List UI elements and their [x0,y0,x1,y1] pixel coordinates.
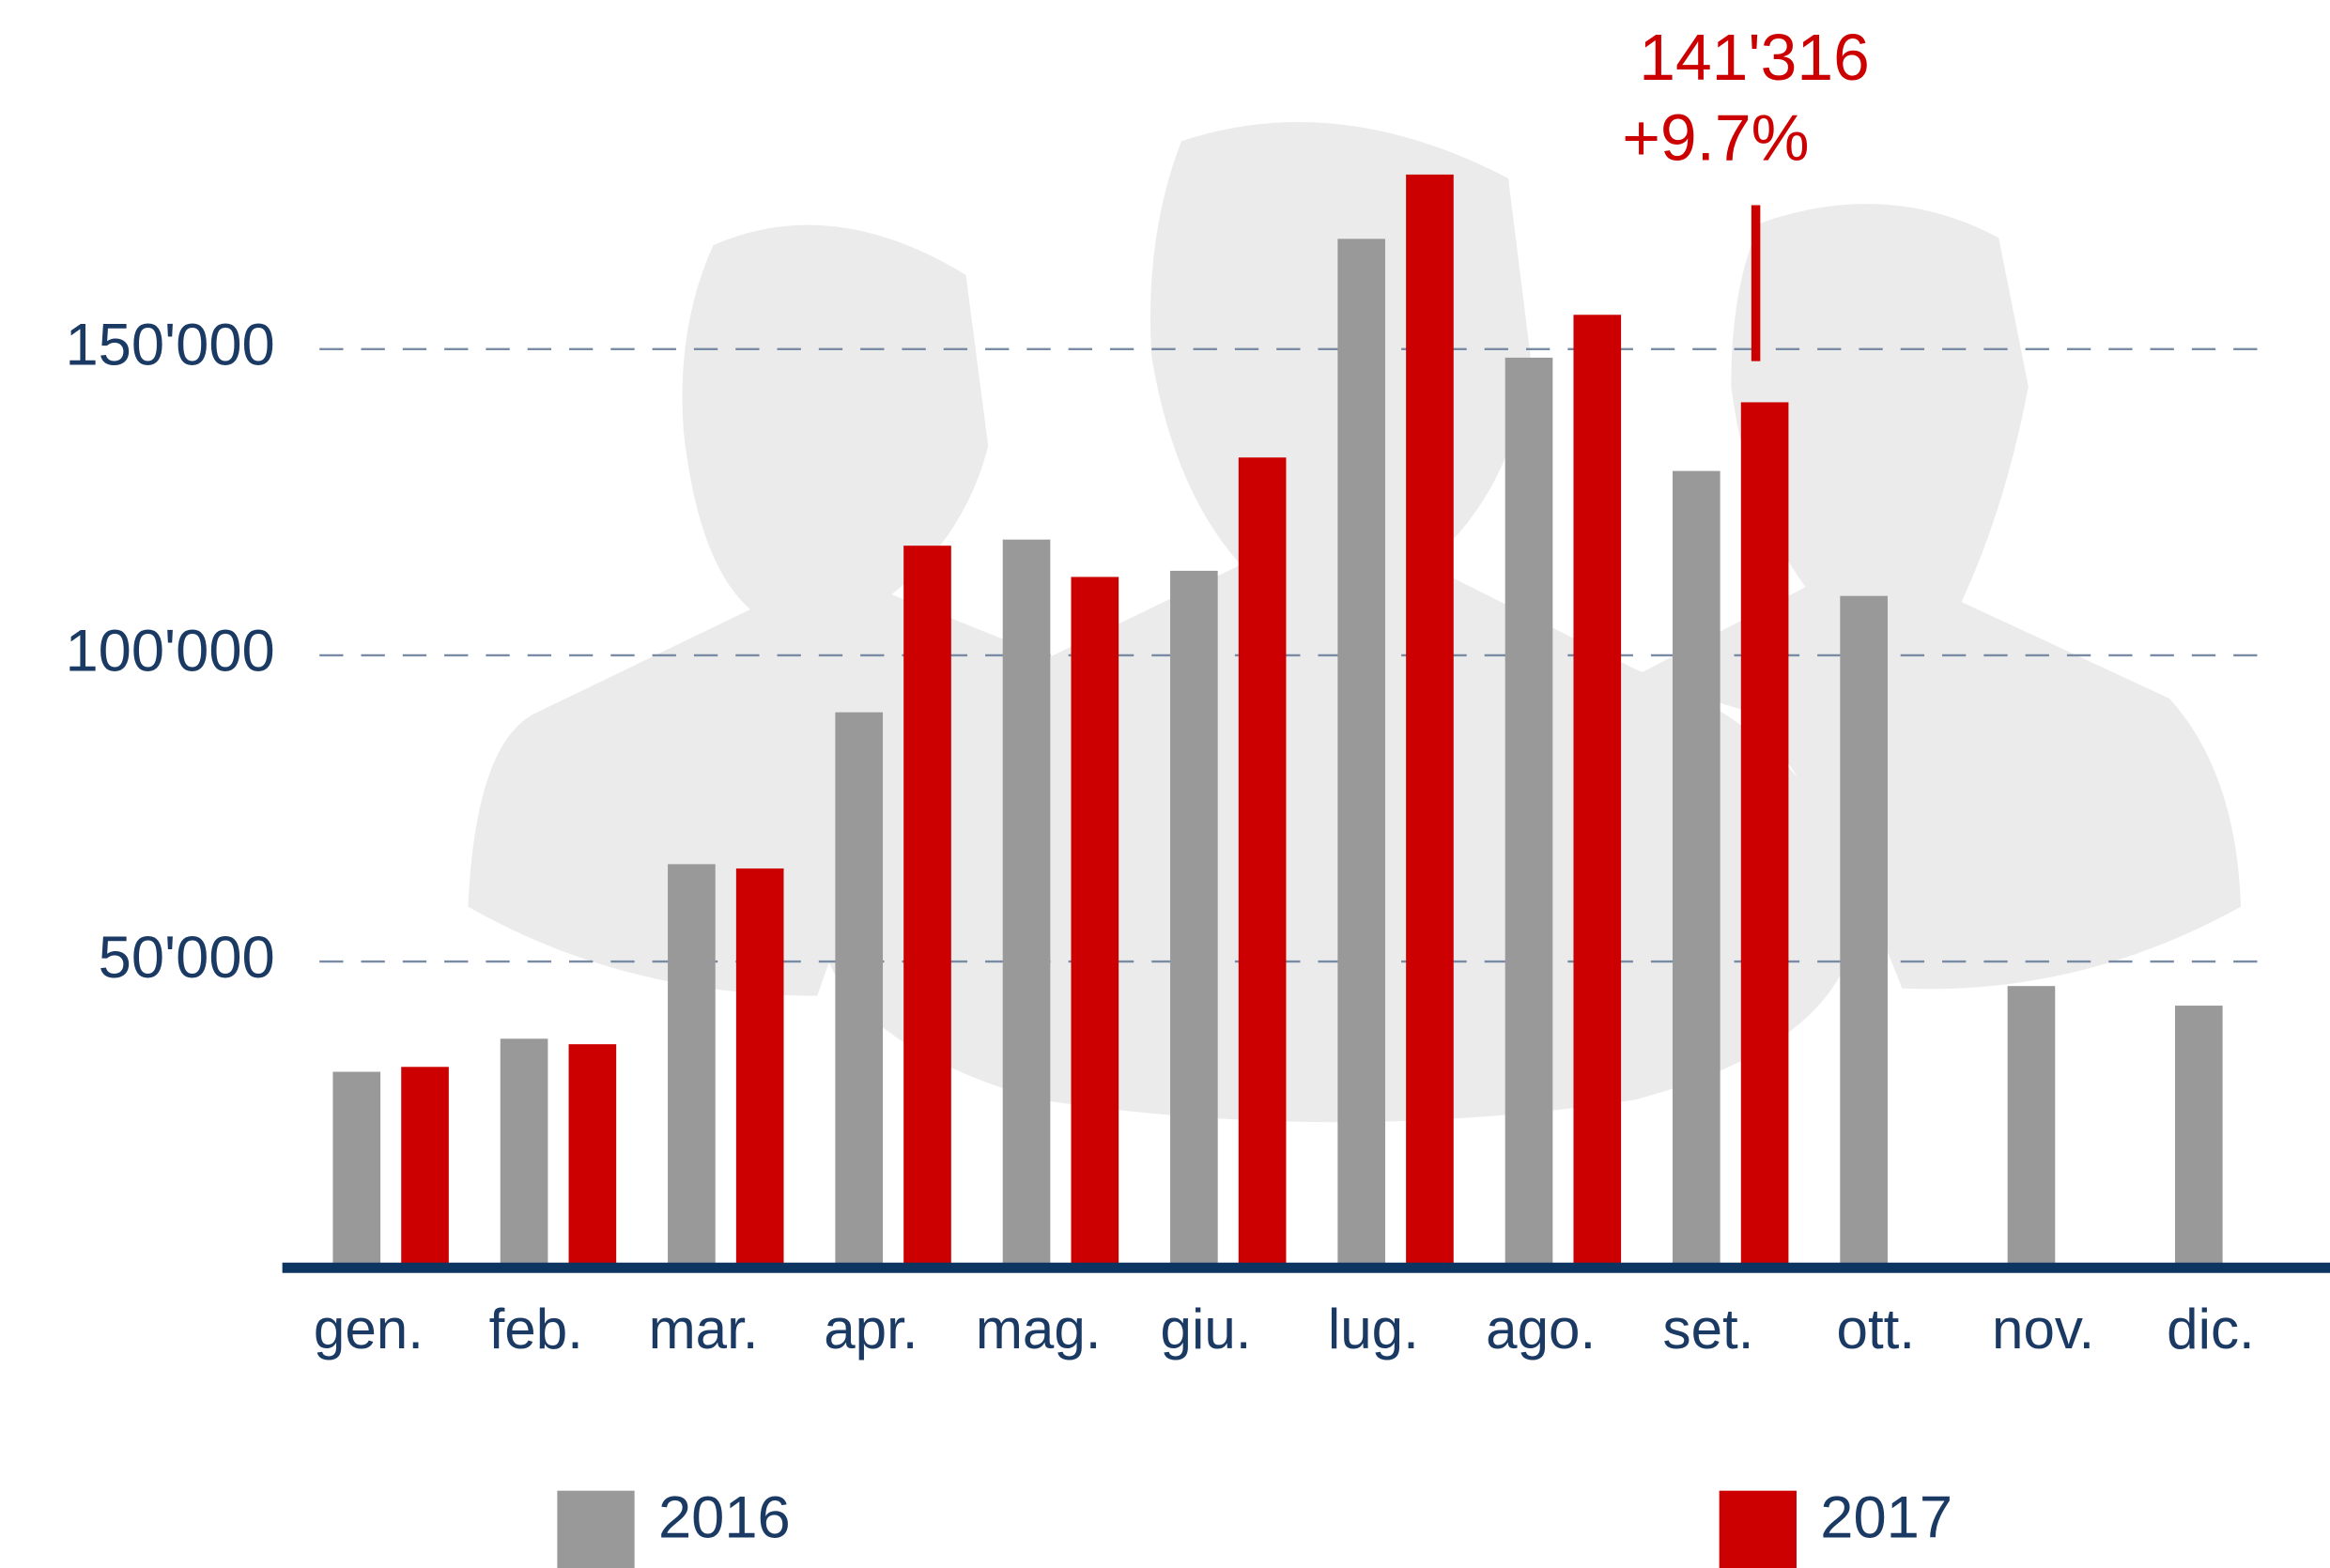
bar [332,1071,381,1268]
legend-swatch [1719,1490,1797,1568]
bar [1238,457,1287,1268]
bar [500,1038,548,1268]
x-tick-label: feb. [489,1298,583,1360]
bar [1002,539,1051,1268]
bar [1337,238,1385,1268]
bar [735,868,784,1268]
bar [401,1067,449,1268]
legend-label: 2017 [1820,1485,1952,1551]
bar [2174,1006,2223,1268]
bar [1740,402,1789,1268]
x-tick-label: lug. [1328,1298,1419,1360]
bar [1573,315,1622,1268]
annotation: +9.7% [1622,100,1809,174]
bar [1840,595,1888,1268]
bar [1170,570,1218,1268]
x-tick-label: ott. [1837,1298,1916,1360]
x-tick-label: set. [1663,1298,1754,1360]
x-tick-label: gen. [314,1298,424,1360]
bar [835,712,884,1268]
y-tick-label: 100'000 [65,619,274,684]
x-tick-label: mag. [976,1298,1102,1360]
x-tick-label: mar. [649,1298,759,1360]
x-tick-label: ago. [1486,1298,1596,1360]
x-tick-label: nov. [1992,1298,2094,1360]
bar [668,864,716,1268]
value-label: 141'316 [1639,21,1870,94]
bar [903,546,951,1268]
bar [2007,986,2056,1268]
bar [1504,357,1553,1268]
legend-swatch [557,1490,635,1568]
x-tick-label: dic. [2167,1298,2255,1360]
bar [1406,174,1454,1268]
bar [568,1044,617,1268]
y-tick-label: 50'000 [99,925,275,991]
x-tick-label: giu. [1161,1298,1252,1360]
x-tick-label: apr. [824,1298,918,1360]
bar [1071,576,1119,1268]
legend-label: 2016 [658,1485,791,1551]
y-tick-label: 150'000 [65,313,274,378]
bar [1673,470,1720,1268]
